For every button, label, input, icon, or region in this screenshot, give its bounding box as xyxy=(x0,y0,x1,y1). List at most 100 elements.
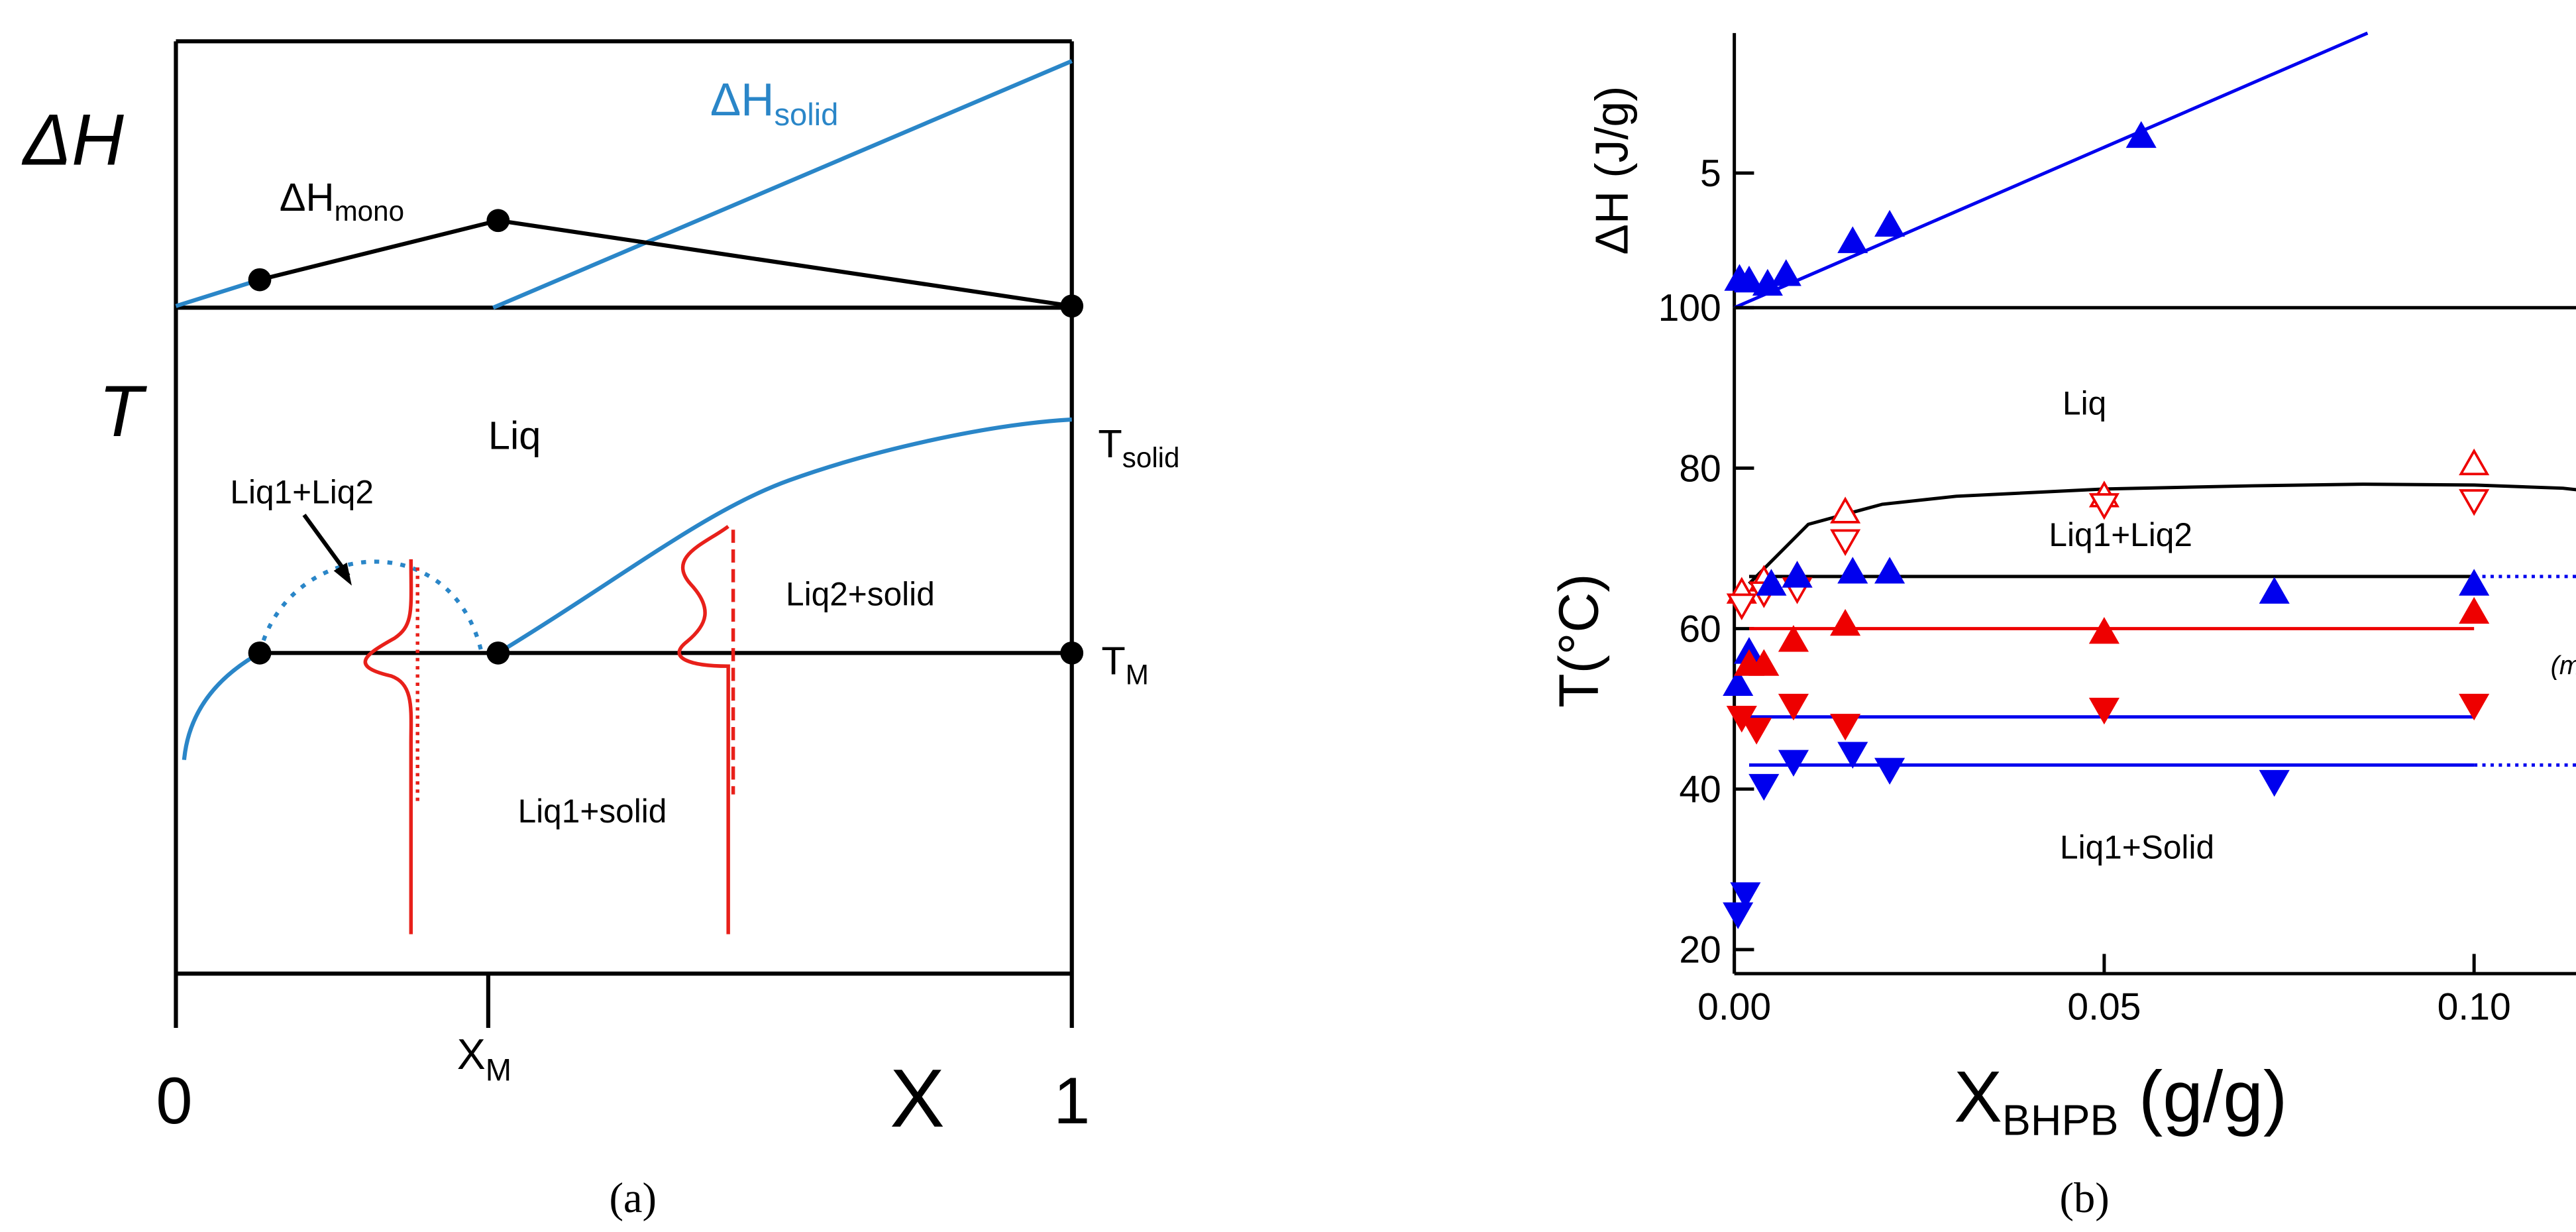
panel-a: ΔH ΔHmono ΔHsolid T Liq Tsolid Liq1+Liq2… xyxy=(21,39,1180,1221)
dots xyxy=(248,209,1084,665)
axis-label: X xyxy=(890,1053,945,1145)
y-tick-label: 5 xyxy=(1700,152,1721,195)
label-main: ΔH xyxy=(710,74,775,125)
x-axis-label-rest: (g/g) xyxy=(2119,1056,2288,1137)
arrow-head xyxy=(333,562,352,586)
label-main: T xyxy=(1101,639,1125,683)
t-solid-curve xyxy=(497,417,1072,655)
marker xyxy=(1830,496,1861,524)
marker xyxy=(1837,557,1868,584)
x-axis-label: XBHPB (g/g) xyxy=(1954,1056,2287,1144)
label-sub: M xyxy=(1126,659,1149,690)
marker xyxy=(1778,625,1809,652)
y-tick-label: 60 xyxy=(1679,608,1721,650)
marker xyxy=(1778,750,1809,777)
dot xyxy=(248,641,272,665)
label-sub: solid xyxy=(1122,442,1180,473)
dot xyxy=(248,268,272,292)
dot xyxy=(486,641,510,665)
label: ΔHmono xyxy=(280,175,404,227)
x-tick-label: 1 xyxy=(1053,1064,1090,1138)
marker xyxy=(2459,448,2490,476)
marker xyxy=(2088,493,2120,520)
x-axis-label-main: X xyxy=(1954,1056,2002,1137)
label: Liq xyxy=(488,414,541,458)
marker xyxy=(1723,902,1754,929)
marker xyxy=(2459,693,2490,721)
profile xyxy=(677,525,730,934)
panel-b: 5ΔH (J/g)204060801000.000.050.100.15T(°C… xyxy=(1548,31,2576,1144)
marker xyxy=(1778,693,1809,721)
marker xyxy=(1770,259,1801,286)
y-tick-label: 80 xyxy=(1679,447,1721,490)
annotation: Liq1+Liq2 xyxy=(2049,516,2192,553)
dh-solid-curve xyxy=(175,278,260,308)
marker xyxy=(1874,557,1905,584)
marker xyxy=(1756,569,1787,596)
label-main: T xyxy=(1098,421,1122,466)
x-tick-label: XM xyxy=(457,1031,511,1087)
label-sub: solid xyxy=(774,97,838,132)
y-tick-label: 40 xyxy=(1679,769,1721,811)
y-tick-label: 100 xyxy=(1658,287,1721,329)
label: ΔHsolid xyxy=(710,74,839,132)
profile xyxy=(363,559,413,934)
marker xyxy=(1837,226,1868,253)
annotation: Liq xyxy=(2063,385,2106,422)
marker xyxy=(1730,882,1761,909)
marker xyxy=(1830,608,1861,636)
marker xyxy=(2459,489,2490,516)
marker xyxy=(2088,697,2120,725)
marker xyxy=(1830,714,1861,741)
marker xyxy=(2259,577,2290,604)
label: Liq1+Liq2 xyxy=(230,474,374,511)
axis-label: T xyxy=(99,371,148,452)
x-tick-label: 0.00 xyxy=(1697,986,1771,1029)
x-tick-label: 0 xyxy=(156,1064,192,1138)
label-sub: mono xyxy=(335,196,404,227)
marker xyxy=(1748,773,1780,801)
arrow xyxy=(302,514,350,577)
label: Liq2+solid xyxy=(786,575,935,612)
liquidus xyxy=(182,651,261,760)
x-axis-label-sub: BHPB xyxy=(2002,1096,2119,1144)
marker xyxy=(2088,617,2120,644)
dot xyxy=(486,209,510,233)
marker xyxy=(1726,593,1757,620)
axis-label: ΔH xyxy=(21,99,124,180)
y-tick-label: 20 xyxy=(1679,929,1721,972)
marker xyxy=(1837,742,1868,769)
x-tick-label: 0.05 xyxy=(2067,986,2141,1029)
marker xyxy=(1874,757,1905,785)
annotation: (metastable) xyxy=(2551,651,2576,681)
label: TM xyxy=(1101,639,1149,691)
line xyxy=(1733,31,2369,309)
annotation: Liq1+Solid xyxy=(2060,828,2214,866)
marker xyxy=(2459,596,2490,624)
panel-label: (a) xyxy=(609,1174,657,1221)
panel-label: (b) xyxy=(2060,1174,2110,1221)
label-main: ΔH xyxy=(280,175,335,219)
dot xyxy=(1060,294,1084,318)
marker xyxy=(1741,718,1772,745)
label: Liq1+solid xyxy=(518,793,667,830)
marker xyxy=(1782,561,1813,588)
y-axis-label: ΔH (J/g) xyxy=(1585,86,1637,255)
marker xyxy=(2259,769,2290,797)
marker xyxy=(1723,669,1754,697)
label-main: X xyxy=(457,1031,486,1078)
marker xyxy=(2459,569,2490,596)
label-sub: M xyxy=(486,1052,511,1087)
marker xyxy=(1748,649,1780,676)
marker xyxy=(2125,121,2157,148)
x-tick-label: 0.10 xyxy=(2438,986,2511,1029)
label: Tsolid xyxy=(1098,421,1179,473)
y-axis-label: T(°C) xyxy=(1548,574,1610,708)
marker xyxy=(1874,209,1905,237)
marker xyxy=(1830,529,1861,556)
dh-solid-curve xyxy=(492,59,1073,310)
miscibility-gap xyxy=(258,559,484,654)
dot xyxy=(1060,641,1084,665)
